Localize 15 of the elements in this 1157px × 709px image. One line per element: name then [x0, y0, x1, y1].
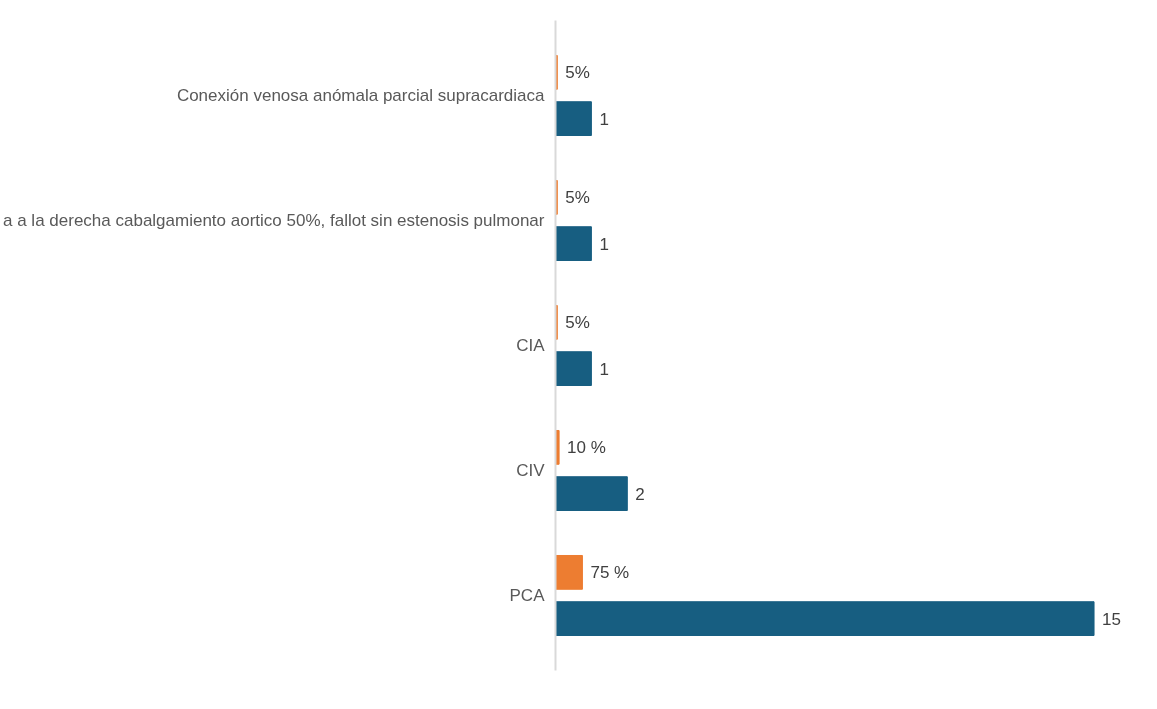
data-label: 15	[1102, 609, 1121, 629]
data-label: 5%	[565, 187, 590, 207]
data-label: 1	[599, 359, 609, 379]
y-tick-label: Conexión venosa anómala parcial supracardiaca	[176, 86, 546, 105]
data-label: 1	[599, 234, 609, 254]
y-tick-label: PCA	[509, 586, 546, 605]
y-tick-label: CIA	[516, 336, 546, 355]
data-label: 1	[599, 109, 609, 129]
y-tick-label: CIV	[516, 461, 546, 480]
data-label: 75 %	[590, 562, 630, 582]
data-label: 5%	[565, 62, 590, 82]
data-label: 2	[635, 484, 645, 504]
data-label: 10 %	[567, 437, 606, 457]
y-tick-label: a a la derecha cabalgamiento aortico 50%, fallot sin estenosis pulmonar	[3, 211, 545, 230]
data-label: 5%	[565, 312, 590, 332]
